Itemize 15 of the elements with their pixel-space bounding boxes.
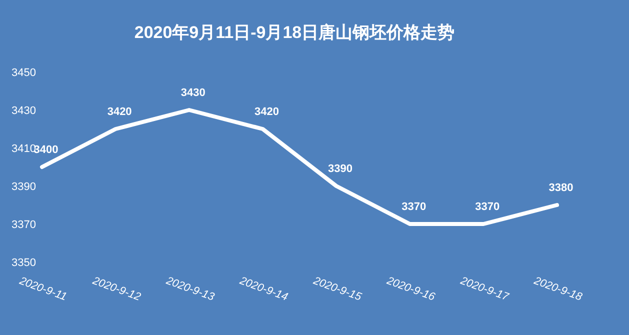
data-label: 3380	[548, 182, 574, 194]
data-label: 3370	[475, 201, 500, 213]
y-tick-label: 3390	[12, 181, 36, 193]
chart-title: 2020年9月11日-9月18日唐山钢坯价格走势	[134, 23, 455, 42]
y-tick-label: 3370	[12, 219, 36, 231]
data-label: 3370	[402, 201, 426, 213]
y-tick-label: 3430	[12, 105, 36, 117]
y-tick-label: 3410	[12, 143, 36, 155]
y-tick-label: 3450	[12, 67, 36, 79]
data-label: 3420	[107, 106, 132, 118]
data-label: 3400	[34, 144, 58, 156]
data-label: 3430	[180, 87, 206, 99]
data-label: 3420	[254, 106, 279, 118]
data-label: 3390	[328, 163, 353, 175]
y-tick-label: 3350	[12, 257, 36, 269]
